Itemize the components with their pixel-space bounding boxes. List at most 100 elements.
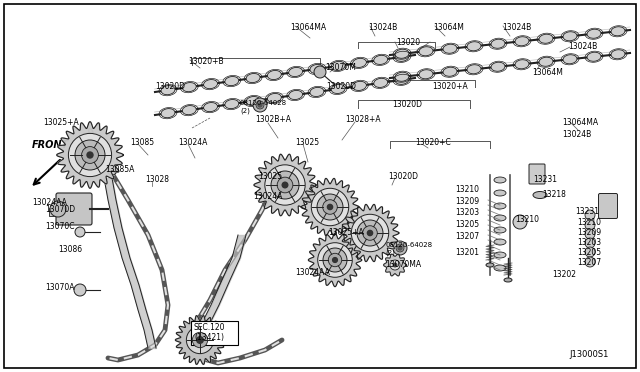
Ellipse shape [395, 75, 409, 84]
Circle shape [74, 284, 86, 296]
Ellipse shape [204, 80, 218, 89]
Text: 13070D: 13070D [45, 205, 75, 214]
Circle shape [585, 238, 595, 248]
Ellipse shape [225, 99, 239, 109]
Text: 13085A: 13085A [105, 165, 134, 174]
Ellipse shape [332, 84, 345, 93]
Text: 13085: 13085 [130, 138, 154, 147]
Text: 13025+A: 13025+A [43, 118, 79, 127]
Text: 13024B: 13024B [562, 130, 591, 139]
Text: 13070MA: 13070MA [385, 260, 421, 269]
Circle shape [314, 66, 326, 78]
Text: 13231: 13231 [533, 175, 557, 184]
Circle shape [253, 98, 267, 112]
Circle shape [107, 165, 117, 175]
Ellipse shape [539, 57, 553, 66]
Circle shape [87, 152, 93, 158]
Text: 13070M: 13070M [325, 63, 356, 72]
Ellipse shape [161, 109, 175, 118]
Text: 13024B: 13024B [502, 23, 531, 32]
Text: 13210: 13210 [515, 215, 539, 224]
Circle shape [75, 227, 85, 237]
Circle shape [585, 257, 595, 267]
Circle shape [277, 177, 293, 193]
Ellipse shape [494, 215, 506, 221]
Text: 13064M: 13064M [433, 23, 464, 32]
Ellipse shape [587, 52, 601, 61]
Circle shape [186, 326, 214, 354]
Circle shape [363, 226, 378, 240]
Ellipse shape [161, 86, 175, 95]
Circle shape [328, 253, 342, 267]
Ellipse shape [515, 60, 529, 69]
Ellipse shape [611, 50, 625, 59]
Ellipse shape [182, 83, 196, 92]
Text: 08120-64028
(2): 08120-64028 (2) [385, 242, 432, 256]
Circle shape [258, 103, 262, 107]
Ellipse shape [204, 103, 218, 112]
Polygon shape [301, 179, 359, 235]
Ellipse shape [494, 265, 506, 271]
Text: 13070A: 13070A [45, 283, 74, 292]
Ellipse shape [467, 42, 481, 51]
Ellipse shape [395, 52, 409, 61]
Circle shape [196, 337, 204, 343]
Circle shape [68, 134, 111, 177]
Text: 13205: 13205 [455, 220, 479, 229]
Ellipse shape [563, 55, 577, 64]
Ellipse shape [310, 87, 324, 96]
Circle shape [585, 220, 595, 230]
Circle shape [396, 244, 404, 252]
Ellipse shape [246, 96, 260, 106]
Ellipse shape [486, 263, 494, 267]
Ellipse shape [353, 81, 367, 90]
Circle shape [390, 260, 400, 270]
Ellipse shape [419, 47, 433, 56]
Text: SEC.120
(13421): SEC.120 (13421) [194, 323, 225, 342]
Circle shape [50, 201, 66, 217]
Text: 13020D: 13020D [388, 172, 418, 181]
Circle shape [333, 257, 337, 262]
Ellipse shape [611, 27, 625, 36]
Text: 1302B+A: 1302B+A [255, 115, 291, 124]
Text: 13086: 13086 [58, 245, 82, 254]
Text: 13024AA: 13024AA [32, 198, 67, 207]
Circle shape [513, 215, 527, 229]
Circle shape [328, 204, 333, 209]
Ellipse shape [443, 67, 457, 76]
Text: 13210: 13210 [577, 218, 601, 227]
Text: 13028: 13028 [145, 175, 169, 184]
Ellipse shape [587, 29, 601, 38]
Text: J13000S1: J13000S1 [569, 350, 609, 359]
Circle shape [393, 241, 407, 255]
Text: 13218: 13218 [542, 190, 566, 199]
Ellipse shape [268, 70, 282, 80]
Text: 13231: 13231 [575, 207, 599, 216]
Text: 13025: 13025 [295, 138, 319, 147]
Circle shape [317, 194, 343, 220]
Text: 13203: 13203 [577, 238, 601, 247]
Text: 13020D: 13020D [155, 82, 185, 91]
Ellipse shape [494, 177, 506, 183]
Text: 13064M: 13064M [532, 68, 563, 77]
Text: 13205: 13205 [577, 248, 601, 257]
Ellipse shape [225, 77, 239, 86]
Text: 13064MA: 13064MA [562, 118, 598, 127]
Circle shape [311, 188, 349, 226]
Text: 13210: 13210 [455, 185, 479, 194]
Ellipse shape [289, 90, 303, 100]
Text: 13020D: 13020D [392, 100, 422, 109]
Ellipse shape [494, 239, 506, 245]
Text: 13028+A: 13028+A [345, 115, 381, 124]
Ellipse shape [494, 252, 506, 258]
Text: 13070C: 13070C [45, 222, 74, 231]
Text: 13207: 13207 [455, 232, 479, 241]
Circle shape [398, 246, 402, 250]
Polygon shape [175, 315, 225, 365]
Circle shape [256, 101, 264, 109]
FancyBboxPatch shape [598, 193, 618, 218]
Ellipse shape [395, 72, 409, 81]
Polygon shape [308, 233, 362, 287]
FancyBboxPatch shape [191, 321, 238, 345]
FancyBboxPatch shape [56, 193, 92, 225]
